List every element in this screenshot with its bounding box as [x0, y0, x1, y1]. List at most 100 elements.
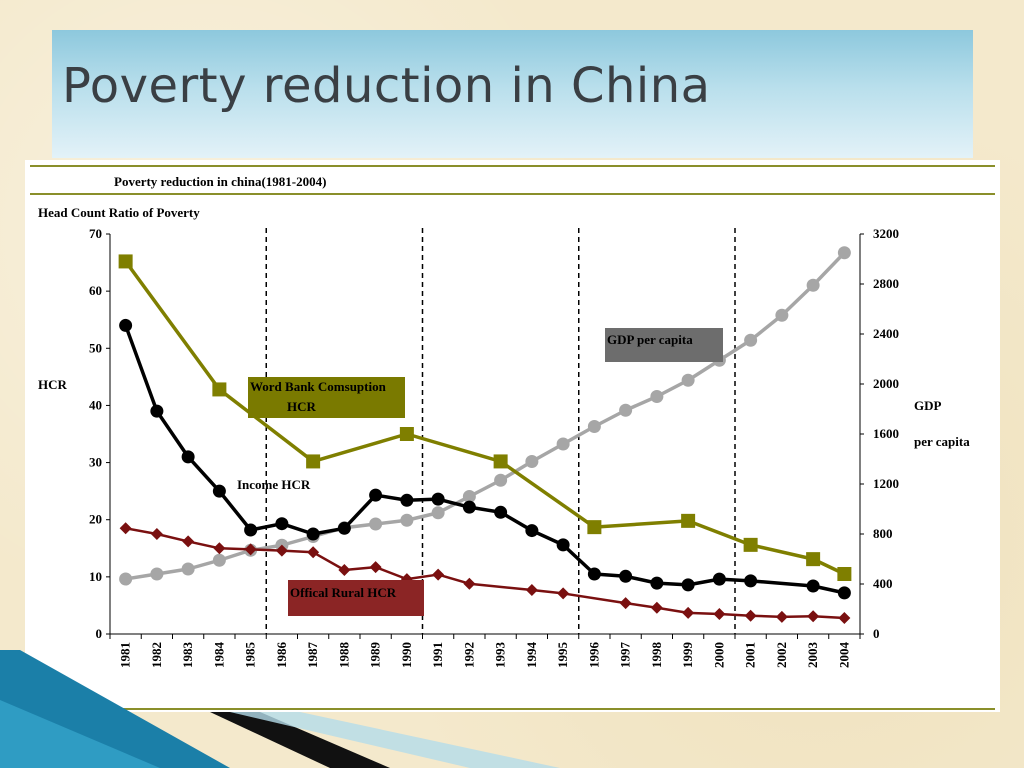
gdp-per-capita-point [806, 278, 820, 292]
chart-title: Poverty reduction in china(1981-2004) [114, 174, 326, 189]
income-hcr-point [681, 578, 695, 592]
gdp-per-capita-point [744, 333, 758, 347]
gdp-label: GDP per capita [607, 332, 693, 347]
word-bank-comsuption-hcr-point [587, 520, 602, 535]
income-hcr-point [306, 527, 320, 541]
chart-title-rule [30, 193, 995, 195]
right-tick-label: 800 [873, 526, 893, 541]
chart-bottom-rule [30, 708, 995, 710]
left-tick-label: 30 [89, 455, 102, 470]
gdp-label-box [605, 328, 723, 362]
gdp-per-capita-point [119, 572, 133, 586]
income-hcr-point [212, 484, 226, 498]
gdp-per-capita-point [587, 420, 601, 433]
income-hcr-point [494, 505, 508, 519]
income-hcr-point [119, 318, 133, 332]
income-hcr-point [837, 586, 851, 600]
x-tick-label: 1991 [430, 642, 445, 668]
left-tick-label: 70 [89, 226, 102, 241]
income-hcr-point [337, 521, 351, 535]
income-hcr-point [556, 538, 570, 552]
x-tick-label: 1996 [586, 642, 601, 669]
offical-rural-hcr-point [744, 609, 757, 622]
right-tick-label: 2800 [873, 276, 899, 291]
offical-rural-hcr-point [650, 601, 663, 614]
x-tick-label: 2003 [805, 642, 820, 669]
offical-rural-hcr-point [619, 597, 632, 610]
offical-rural-hcr-point [182, 535, 195, 548]
gdp-per-capita-line [125, 251, 846, 581]
x-tick-label: 1988 [336, 642, 351, 669]
x-tick-label: 2002 [774, 642, 789, 668]
gdp-per-capita-point [400, 513, 414, 527]
word-bank-comsuption-hcr-point [306, 454, 321, 469]
left-tick-label: 10 [89, 569, 102, 584]
right-axis-title-line2: per capita [914, 434, 970, 449]
x-tick-label: 1981 [118, 642, 133, 668]
right-tick-label: 2000 [873, 376, 899, 391]
right-tick-label: 3200 [873, 226, 899, 241]
word-bank-comsuption-hcr-point [118, 254, 133, 269]
word-bank-comsuption-hcr-point [493, 454, 508, 469]
gdp-per-capita-point [494, 473, 508, 487]
offical-rural-hcr-point [775, 610, 788, 623]
title-bar [52, 30, 973, 158]
x-tick-label: 1982 [149, 642, 164, 668]
gdp-per-capita-point [212, 553, 226, 567]
x-tick-label: 1985 [243, 642, 258, 669]
x-tick-label: 2001 [743, 642, 758, 668]
x-tick-label: 1998 [649, 642, 664, 669]
offical-rural-hcr-point [244, 543, 257, 556]
left-tick-label: 40 [89, 397, 102, 412]
offical-rural-hcr-point [275, 544, 288, 557]
word-bank-comsuption-hcr-point [743, 537, 758, 552]
gdp-per-capita-point [462, 490, 476, 503]
word-bank-comsuption-hcr-point [806, 552, 821, 567]
offical-rural-hcr-point [557, 587, 570, 600]
word-bank-comsuption-hcr-line [124, 260, 846, 576]
income-hcr-point [275, 517, 289, 531]
income-hcr-point [650, 576, 664, 590]
left-tick-label: 50 [89, 340, 102, 355]
income-hcr-point [369, 488, 383, 502]
x-tick-label: 1983 [180, 642, 195, 669]
offical-rural-hcr-point [213, 542, 226, 555]
chart-panel [25, 160, 1000, 712]
income-hcr-point [181, 450, 195, 464]
wb-label-box [248, 377, 405, 418]
right-tick-label: 1200 [873, 476, 899, 491]
gdp-per-capita-point [431, 506, 445, 520]
right-axis-title-line1: GDP [914, 398, 942, 413]
rural-label-box [288, 580, 424, 616]
offical-rural-hcr-point [150, 528, 163, 540]
word-bank-comsuption-hcr-point [212, 382, 227, 397]
income-hcr-point [150, 404, 164, 418]
x-tick-label: 1995 [555, 642, 570, 669]
chart-top-rule [30, 165, 995, 167]
left-axis-title: HCR [38, 377, 68, 392]
offical-rural-hcr-point [682, 606, 695, 619]
left-tick-label: 60 [89, 283, 102, 298]
right-tick-label: 400 [873, 576, 893, 591]
gdp-per-capita-point [369, 517, 383, 531]
income-hcr-line [123, 324, 845, 595]
gdp-per-capita-point [681, 373, 695, 387]
right-tick-label: 2400 [873, 326, 899, 341]
left-tick-label: 0 [96, 626, 103, 641]
x-tick-label: 1986 [274, 642, 289, 669]
income-hcr-point [244, 523, 258, 537]
gdp-per-capita-point [556, 437, 570, 451]
slide-title: Poverty reduction in China [62, 58, 711, 114]
offical-rural-hcr-point [713, 608, 726, 620]
offical-rural-hcr-point [307, 546, 320, 559]
offical-rural-hcr-point [838, 612, 851, 624]
x-tick-label: 1989 [368, 642, 383, 669]
x-tick-label: 2004 [836, 642, 851, 669]
income-hcr-point [587, 567, 601, 581]
right-tick-label: 0 [873, 626, 880, 641]
offical-rural-hcr-point [119, 522, 132, 535]
wb-label-line1: Word Bank Comsuption [250, 379, 387, 394]
income-hcr-label: Income HCR [237, 477, 311, 492]
chart-subtitle: Head Count Ratio of Poverty [38, 205, 200, 220]
